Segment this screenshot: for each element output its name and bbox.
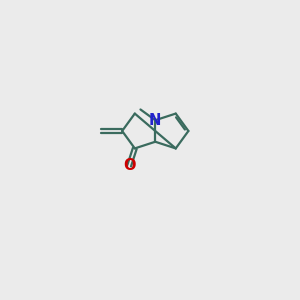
Text: N: N (149, 113, 161, 128)
Text: O: O (123, 158, 135, 173)
